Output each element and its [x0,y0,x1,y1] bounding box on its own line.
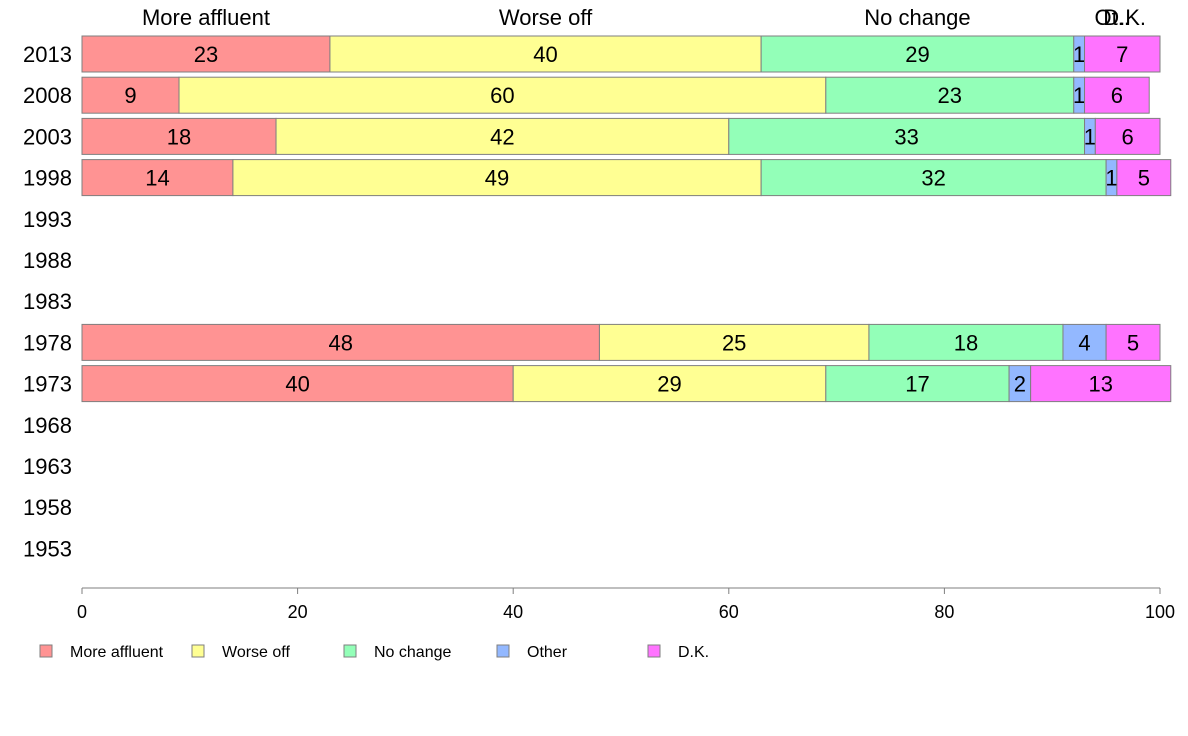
bar-segment [825,365,1010,403]
bar-segment [1094,117,1161,155]
legend-label: More affluent [70,644,164,661]
year-label: 1973 [23,372,72,397]
bar-segment [1116,159,1172,197]
data-label: 1 [1073,42,1085,67]
x-tick-label: 60 [719,602,739,622]
bar-segment [825,76,1075,114]
year-label: 2013 [23,42,72,67]
bar-segment [81,159,234,197]
data-label: 23 [194,42,218,67]
bar-segment [81,323,600,361]
data-label: 14 [145,166,169,191]
bar-segment [868,323,1064,361]
bar-segment [1084,76,1150,114]
data-label: 6 [1111,83,1123,108]
data-label: 5 [1138,166,1150,191]
year-label: 2003 [23,124,72,149]
year-label: 1953 [23,536,72,561]
x-tick-label: 0 [77,602,87,622]
year-label: 1958 [23,495,72,520]
legend-swatch [343,644,357,658]
year-label: 1963 [23,454,72,479]
data-label: 42 [490,124,514,149]
data-label: 17 [905,372,929,397]
category-header-label: Ot.. [1095,5,1130,30]
bar-segment [329,35,762,73]
year-label: 1988 [23,248,72,273]
year-label: 1978 [23,330,72,355]
legend-swatch [496,644,510,658]
bar-segment [1030,365,1172,403]
data-label: 6 [1122,124,1134,149]
data-label: 18 [167,124,191,149]
category-header-label: More affluent [142,5,270,30]
category-header-label: No change [864,5,970,30]
year-label: 1968 [23,413,72,438]
bar-segment [728,117,1086,155]
bar-segment [178,76,827,114]
bar-segment [275,117,730,155]
bar-segment [81,117,277,155]
legend-label: Other [527,644,568,661]
year-label: 1993 [23,207,72,232]
data-label: 48 [328,330,352,355]
data-label: 49 [485,166,509,191]
year-label: 2008 [23,83,72,108]
bar-segment [512,365,827,403]
data-label: 29 [905,42,929,67]
data-label: 23 [938,83,962,108]
data-label: 9 [124,83,136,108]
data-label: 18 [954,330,978,355]
legend-swatch [647,644,661,658]
data-label: 2 [1014,372,1026,397]
data-label: 60 [490,83,514,108]
year-label: 1983 [23,289,72,314]
data-label: 7 [1116,42,1128,67]
data-label: 40 [285,372,309,397]
bar-segment [81,35,331,73]
data-label: 1 [1073,83,1085,108]
data-label: 40 [533,42,557,67]
data-label: 32 [921,166,945,191]
bar-segment [598,323,870,361]
x-tick-label: 80 [934,602,954,622]
data-label: 4 [1078,330,1090,355]
bar-segment [232,159,762,197]
x-tick-label: 20 [288,602,308,622]
bar-segment [1105,323,1161,361]
data-label: 29 [657,372,681,397]
bar-segment [760,35,1075,73]
bar-segment [81,365,514,403]
legend-label: D.K. [678,644,709,661]
data-label: 13 [1088,372,1112,397]
category-header-label: Worse off [499,5,593,30]
data-label: 25 [722,330,746,355]
legend-swatch [39,644,53,658]
bar-segment [81,76,180,114]
bar-segment [760,159,1107,197]
data-label: 1 [1105,166,1117,191]
category-header-label: D.K. [1103,5,1146,30]
x-tick-label: 40 [503,602,523,622]
legend-label: Worse off [222,644,290,661]
data-label: 5 [1127,330,1139,355]
legend-label: No change [374,644,451,661]
year-label: 1998 [23,166,72,191]
bar-segment [1084,35,1161,73]
data-label: 1 [1084,124,1096,149]
x-tick-label: 100 [1145,602,1175,622]
data-label: 33 [894,124,918,149]
legend-swatch [191,644,205,658]
